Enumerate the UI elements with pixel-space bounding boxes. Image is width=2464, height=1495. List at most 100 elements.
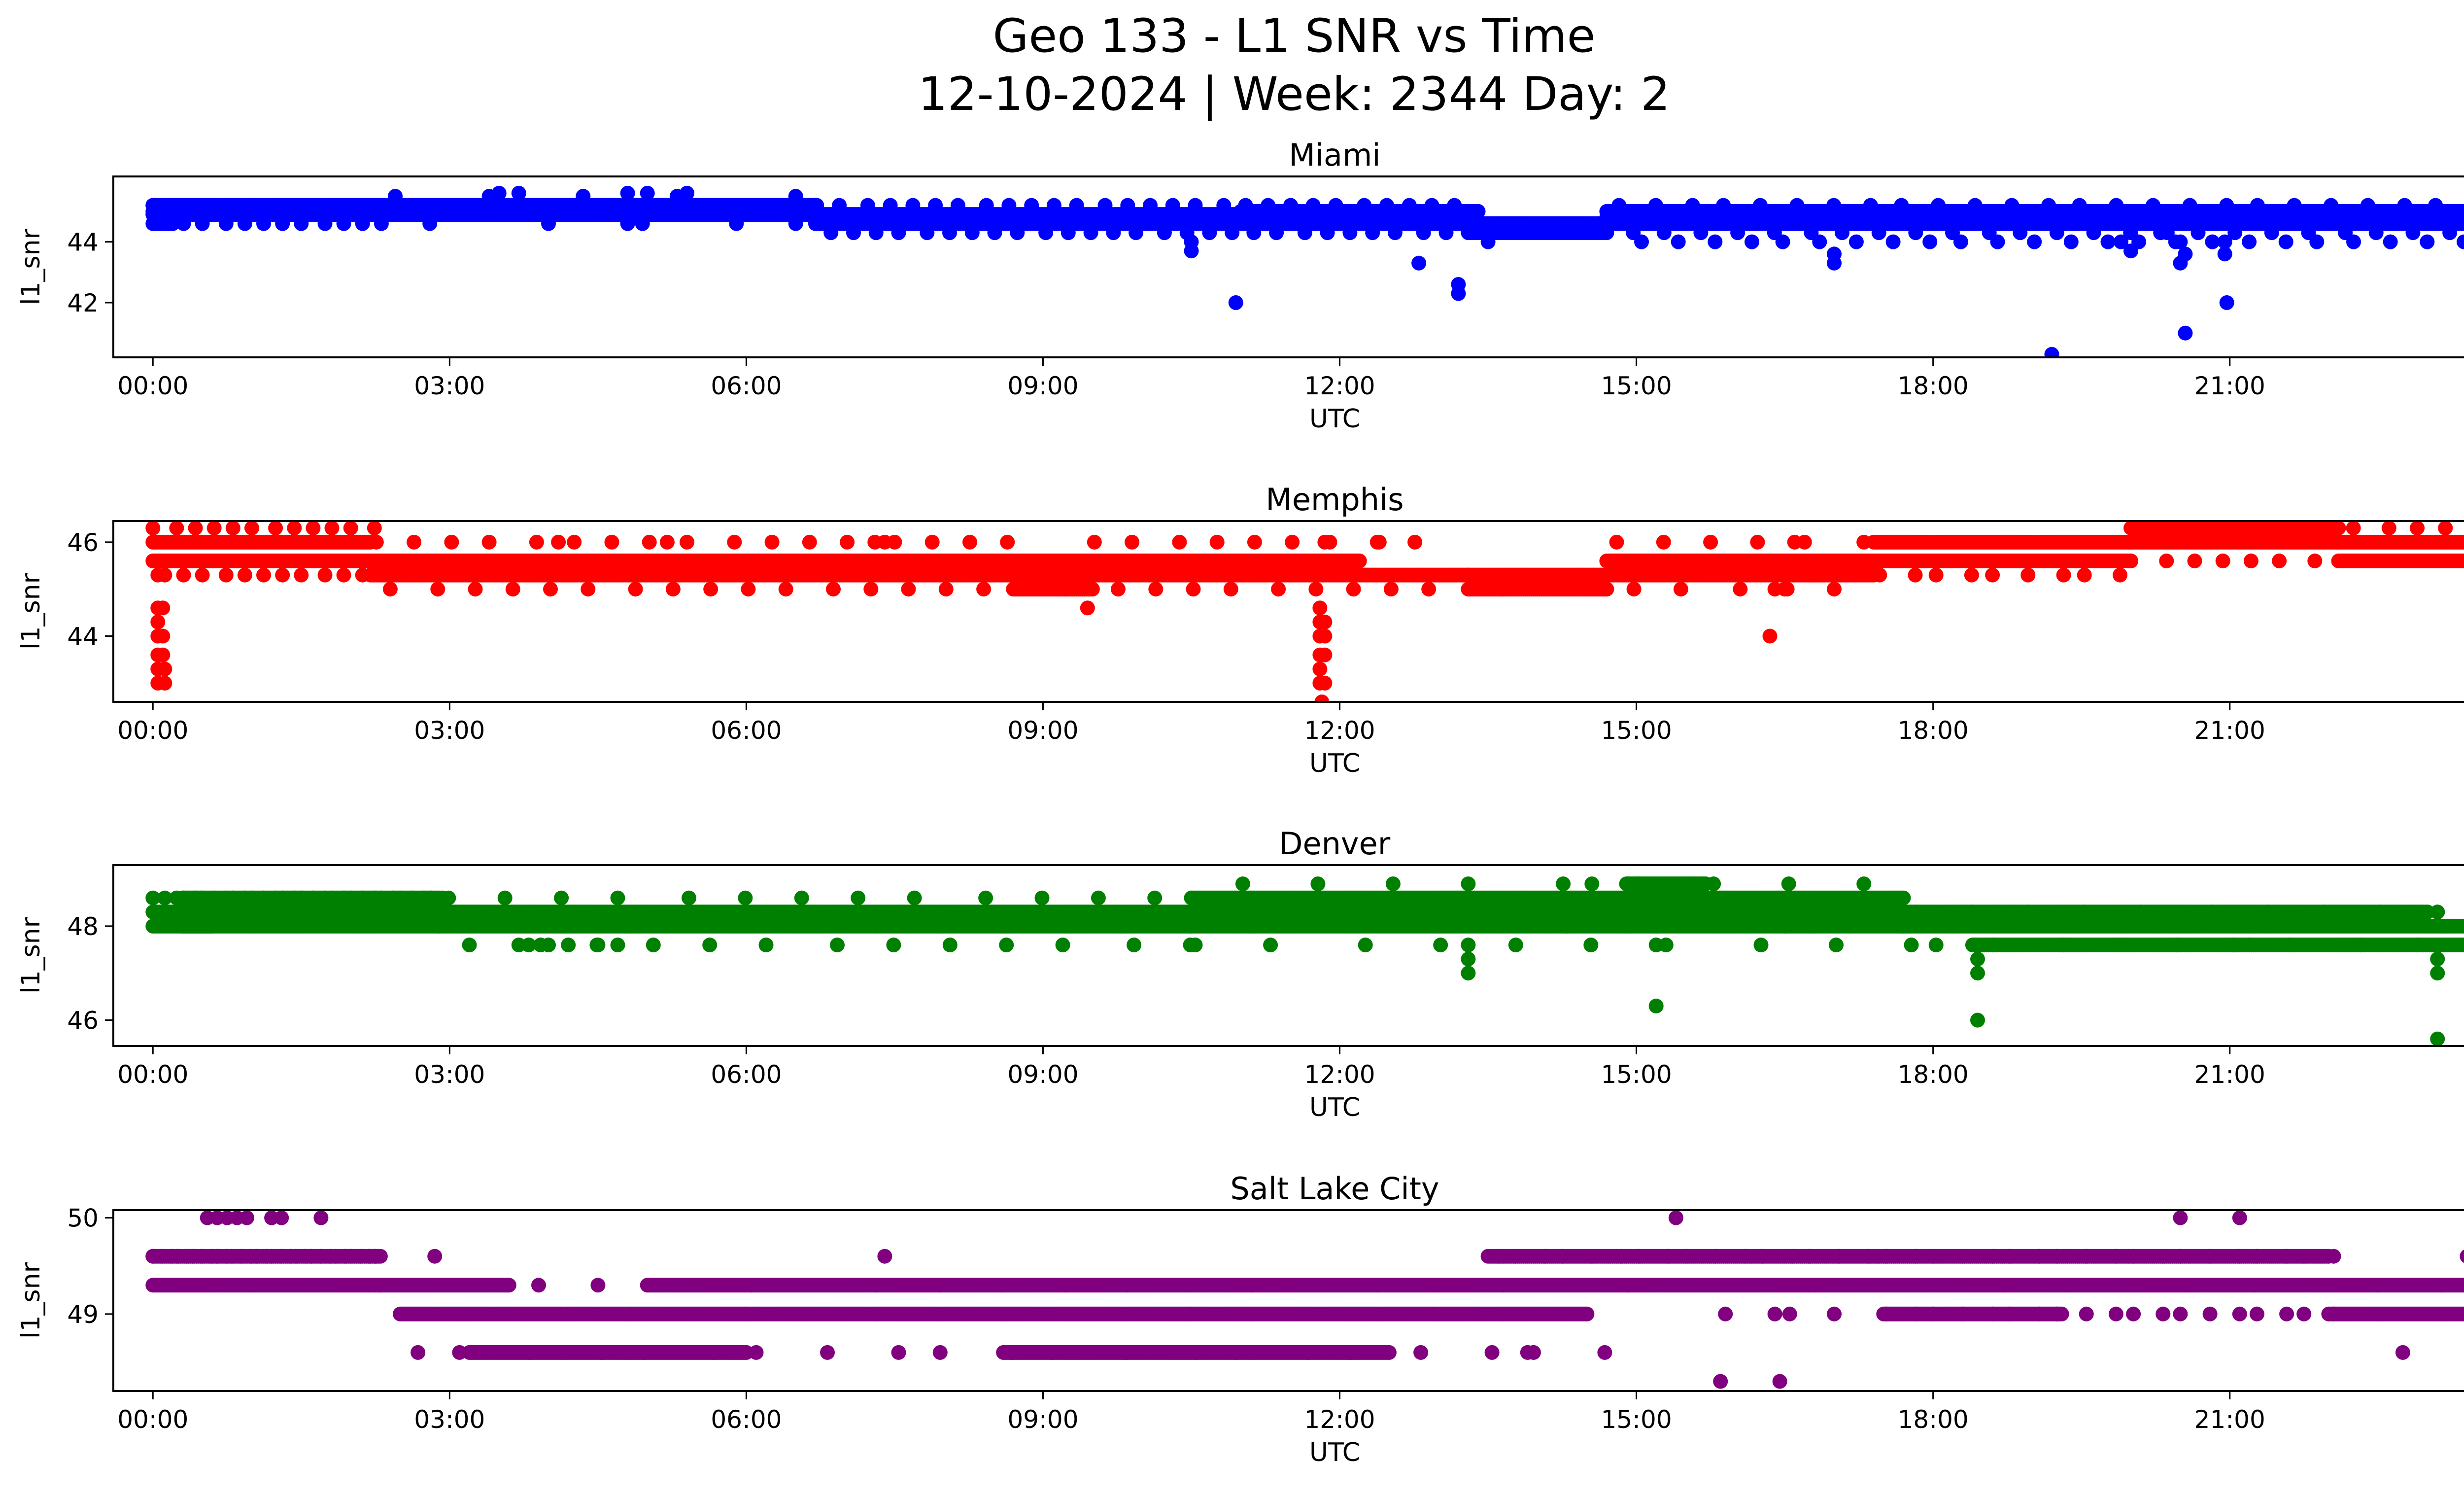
data-point — [2182, 198, 2197, 213]
data-point — [294, 216, 309, 231]
data-point — [1246, 225, 1262, 241]
data-point — [2219, 295, 2234, 310]
data-point — [2190, 225, 2206, 241]
data-point — [422, 216, 438, 231]
data-point — [1424, 198, 1439, 213]
data-point — [355, 216, 370, 231]
data-point — [2123, 243, 2138, 259]
data-point — [1097, 198, 1113, 213]
data-point — [1120, 198, 1135, 213]
data-point — [336, 216, 351, 231]
data-point — [237, 216, 252, 231]
data-point — [1827, 255, 1842, 271]
data-point — [1083, 225, 1098, 241]
data-point — [256, 216, 271, 231]
data-point — [832, 198, 847, 213]
data-point — [1671, 234, 1686, 249]
data-point — [1416, 225, 1431, 241]
data-point — [1835, 225, 1849, 241]
data-point — [2368, 225, 2384, 241]
data-point — [1069, 198, 1084, 213]
data-point — [2287, 198, 2302, 213]
data-point — [2219, 198, 2234, 213]
x-tick-label: 15:00 — [1601, 372, 1672, 400]
data-point — [1165, 198, 1180, 213]
data-point — [275, 216, 290, 231]
data-point — [1775, 234, 1790, 249]
x-tick-label: 18:00 — [1898, 372, 1969, 400]
data-point — [2457, 234, 2464, 249]
data-point — [317, 216, 333, 231]
data-point — [2428, 198, 2443, 213]
data-point — [620, 185, 635, 201]
data-point — [195, 216, 210, 231]
data-point — [244, 198, 259, 213]
data-point — [640, 185, 655, 201]
data-points — [145, 521, 2464, 702]
data-point — [950, 198, 965, 213]
data-point — [2217, 246, 2232, 262]
data-point — [2100, 234, 2116, 249]
data-point — [145, 198, 161, 213]
data-point — [2442, 225, 2458, 241]
data-point — [1387, 225, 1403, 241]
data-point — [2346, 234, 2361, 249]
data-point — [1967, 198, 1983, 213]
data-point — [1305, 198, 1321, 213]
data-point — [218, 216, 234, 231]
data-point — [1461, 225, 1476, 241]
data-point — [1871, 225, 1886, 241]
data-point — [1297, 225, 1312, 241]
data-point — [729, 216, 744, 231]
data-point — [1228, 295, 1243, 310]
data-point — [1106, 225, 1121, 241]
data-point — [1357, 198, 1372, 213]
data-point — [2173, 234, 2188, 249]
data-point — [920, 225, 935, 241]
data-point — [1451, 286, 1466, 301]
data-point — [2049, 225, 2064, 241]
data-point — [576, 189, 591, 204]
data-point — [225, 198, 240, 213]
data-point — [1238, 198, 1253, 213]
data-point — [343, 198, 358, 213]
x-tick-label: 12:00 — [1304, 372, 1375, 400]
data-point — [868, 225, 884, 241]
data-point — [905, 198, 921, 213]
data-point — [157, 216, 172, 231]
data-point — [1283, 198, 1298, 213]
data-point — [1328, 198, 1343, 213]
x-tick-label: 03:00 — [414, 372, 485, 400]
data-point — [2072, 198, 2087, 213]
data-point — [1143, 198, 1158, 213]
data-point — [2462, 206, 2464, 217]
data-point — [1848, 234, 1864, 249]
data-point — [1411, 255, 1427, 271]
data-point — [2205, 234, 2220, 249]
data-point — [1438, 225, 1454, 241]
y-axis-label: l1_snr — [16, 228, 46, 305]
x-tick-label: 09:00 — [1007, 372, 1078, 400]
subplot-title: Memphis — [1266, 482, 1403, 518]
data-point — [1922, 234, 1938, 249]
data-point — [2227, 225, 2243, 241]
plot-frame — [112, 175, 2464, 358]
data-point — [1216, 198, 1232, 213]
data-point — [1826, 198, 1842, 213]
data-point — [1061, 225, 1076, 241]
data-point — [1269, 225, 1284, 241]
data-point — [1046, 198, 1061, 213]
data-point — [1447, 198, 1462, 213]
data-point — [928, 198, 943, 213]
data-point — [2264, 225, 2279, 241]
data-point — [2063, 234, 2079, 249]
data-point — [987, 225, 1002, 241]
data-point — [541, 216, 556, 231]
data-point — [2250, 198, 2265, 213]
data-point — [1188, 198, 1203, 213]
data-point — [1038, 225, 1054, 241]
data-point — [2405, 225, 2421, 241]
data-point — [979, 198, 994, 213]
data-point — [1320, 225, 1335, 241]
data-point — [860, 198, 875, 213]
